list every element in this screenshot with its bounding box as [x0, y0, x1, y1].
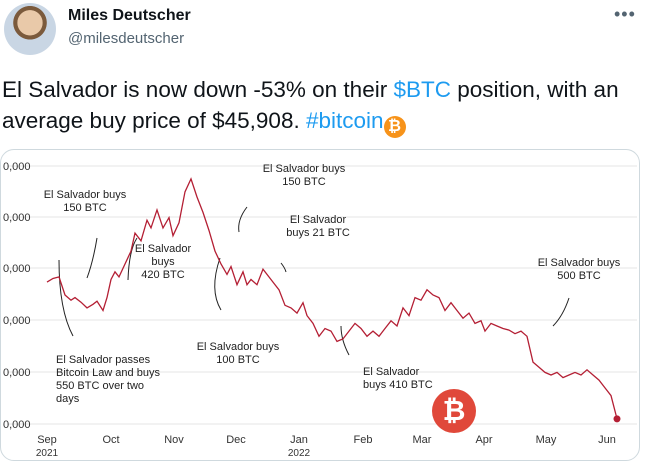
annotation-pointer	[238, 206, 248, 233]
author-handle[interactable]: @milesdeutscher	[68, 30, 185, 47]
annotation-pointer	[214, 257, 222, 311]
x-year-label: 2022	[288, 448, 311, 459]
tweet-text: El Salvador is now down -53% on their $B…	[2, 74, 642, 138]
x-tick-label: Dec	[226, 434, 246, 446]
annotation-line: El Salvador	[290, 214, 347, 226]
btc-price-chart: 0,000 0,000 0,000 0,000 0,000 0,000 Sep Oct Nov…	[3, 161, 637, 459]
annotation-line: buys	[151, 256, 175, 268]
annotation-line: El Salvador buys	[263, 163, 346, 175]
annotation-label: El Salvador buys 150 BTC	[44, 189, 127, 214]
annotation-pointers	[58, 206, 570, 356]
price-line	[46, 177, 618, 419]
annotation-pointer	[86, 237, 98, 279]
x-tick-label: Jan	[290, 434, 308, 446]
annotation-label: El Salvador buys 500 BTC	[538, 257, 621, 282]
y-tick-label: 0,000	[3, 315, 31, 327]
y-tick-label: 0,000	[3, 212, 31, 224]
annotation-line: El Salvador passes	[56, 354, 151, 366]
annotation-label: El Salvador buys 21 BTC	[286, 214, 350, 239]
x-tick-label: Nov	[164, 434, 184, 446]
annotation-label: El Salvador buys 420 BTC	[135, 243, 192, 281]
x-tick-label: May	[536, 434, 557, 446]
annotation-line: 500 BTC	[557, 270, 600, 282]
tweet-text-part2: position, with an average buy price of $…	[2, 77, 619, 133]
author-name[interactable]: Miles Deutscher	[68, 7, 191, 24]
annotation-line: El Salvador buys	[538, 257, 621, 269]
annotation-pointer	[127, 237, 138, 281]
y-tick-label: 0,000	[3, 161, 31, 173]
annotation-pointer	[280, 262, 287, 273]
annotation-line: 420 BTC	[141, 269, 184, 281]
annotation-pointer	[340, 325, 350, 356]
annotation-line: buys 410 BTC	[363, 379, 433, 391]
annotation-line: buys 21 BTC	[286, 227, 350, 239]
x-year-label: 2021	[36, 448, 59, 459]
annotation-pointer	[58, 259, 74, 337]
x-tick-label: Oct	[102, 434, 119, 446]
annotation-line: Bitcoin Law and buys	[56, 367, 160, 379]
watermark-bitcoin-icon: ₿	[432, 389, 476, 433]
cashtag-link[interactable]: $BTC	[393, 77, 451, 102]
chart-grid	[7, 165, 637, 425]
hashtag-link[interactable]: #bitcoin	[305, 108, 384, 133]
x-tick-label: Jun	[598, 434, 616, 446]
annotation-line: El Salvador	[135, 243, 192, 255]
tweet-media-chart[interactable]: 0,000 0,000 0,000 0,000 0,000 0,000 Sep Oct Nov…	[0, 149, 640, 461]
tweet-text-part1: El Salvador is now down -53% on their	[2, 77, 394, 102]
annotation-line: 550 BTC over two	[56, 380, 144, 392]
last-price-dot	[613, 415, 621, 423]
x-tick-label: Mar	[413, 434, 432, 446]
x-tick-label: Apr	[475, 434, 492, 446]
avatar[interactable]	[4, 3, 56, 55]
annotation-label: El Salvador passes Bitcoin Law and buys 55…	[56, 354, 160, 405]
annotation-line: days	[56, 393, 80, 405]
x-tick-label: Feb	[354, 434, 373, 446]
annotation-line: El Salvador buys	[197, 341, 280, 353]
x-axis-tick-labels: Sep Oct Nov Dec Jan Feb Mar Apr May Jun 2021 2022	[36, 434, 616, 459]
y-tick-label: 0,000	[3, 367, 31, 379]
more-horizontal-icon[interactable]: •••	[614, 4, 636, 24]
annotation-line: El Salvador	[363, 366, 420, 378]
x-tick-label: Sep	[37, 434, 57, 446]
annotation-pointer	[552, 297, 570, 327]
annotation-label: El Salvador buys 100 BTC	[197, 341, 280, 366]
annotation-line: 100 BTC	[216, 354, 259, 366]
y-tick-label: 0,000	[3, 419, 31, 431]
annotation-line: 150 BTC	[282, 176, 325, 188]
annotation-label: El Salvador buys 410 BTC	[363, 366, 433, 391]
bitcoin-emoji: ₿	[383, 116, 406, 138]
annotation-label: El Salvador buys 150 BTC	[263, 163, 346, 188]
y-axis-tick-labels: 0,000 0,000 0,000 0,000 0,000 0,000	[3, 161, 31, 431]
annotation-line: El Salvador buys	[44, 189, 127, 201]
annotation-line: 150 BTC	[63, 202, 106, 214]
y-tick-label: 0,000	[3, 263, 31, 275]
